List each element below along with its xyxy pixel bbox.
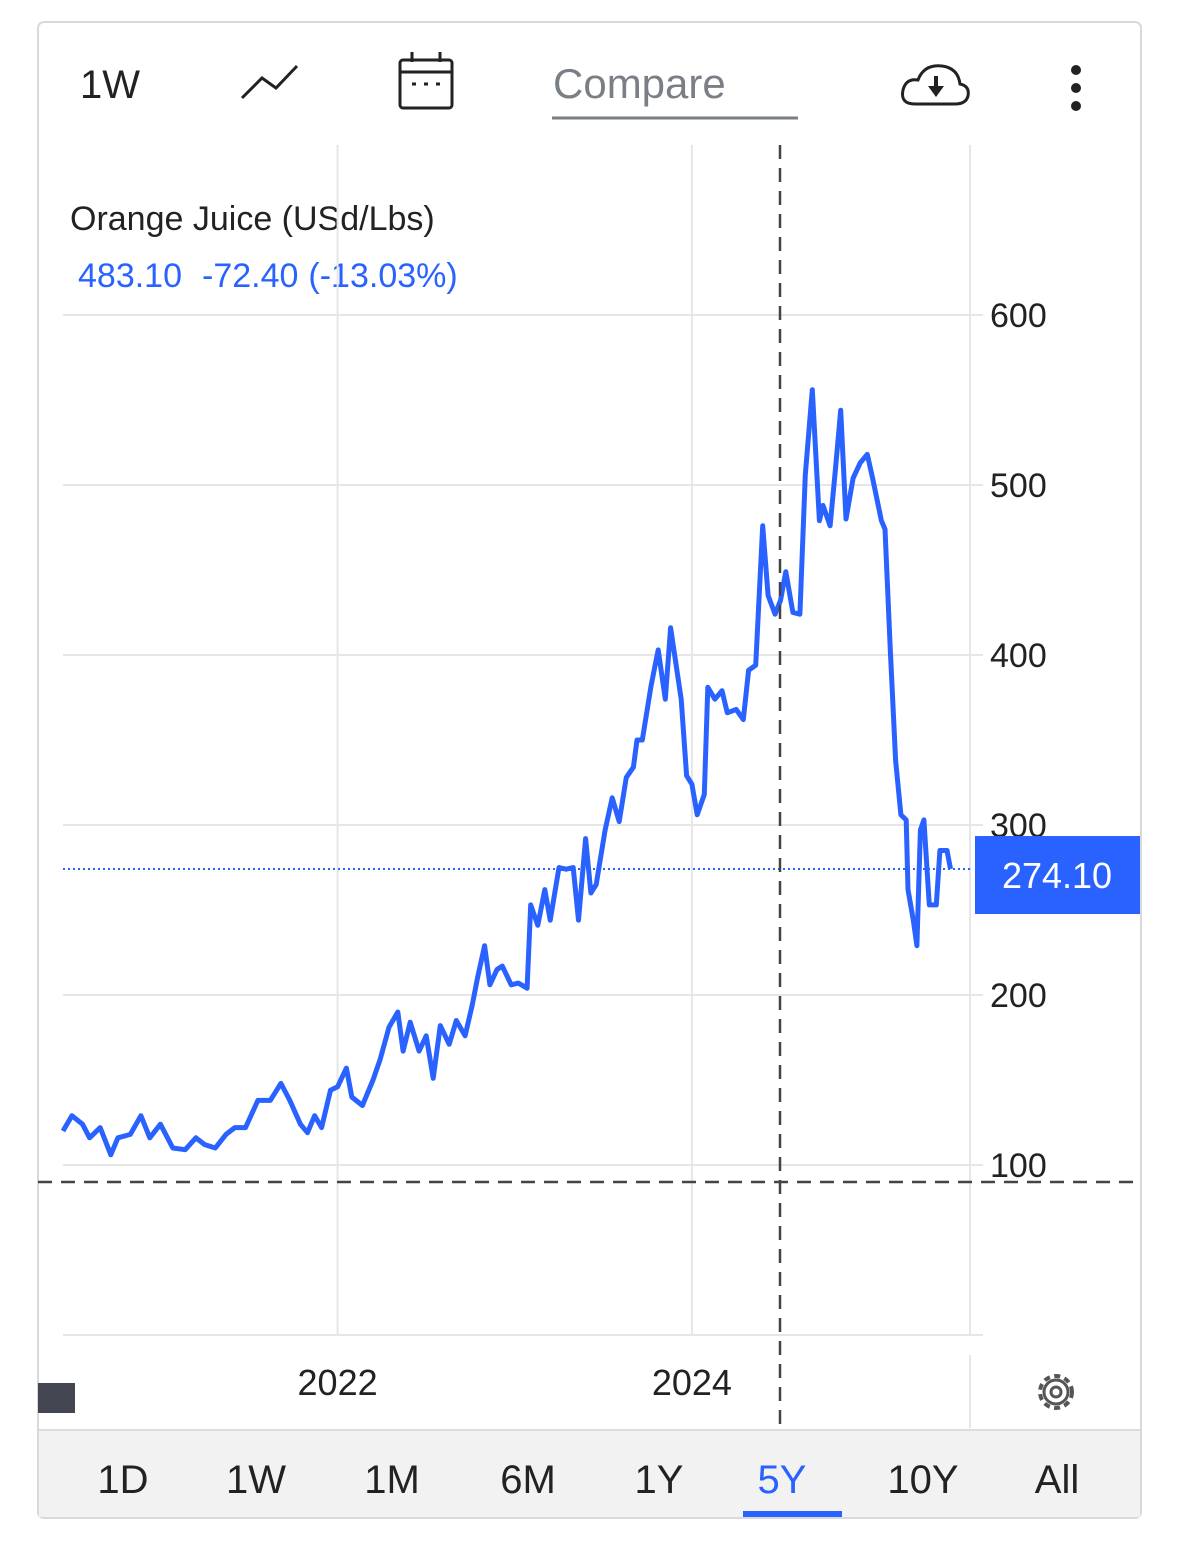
period-button[interactable]: 10Y (887, 1458, 958, 1502)
card (37, 21, 1142, 1519)
chart-title: Orange Juice (USd/Lbs) (70, 200, 435, 238)
calendar-icon[interactable] (398, 52, 454, 110)
quote: 483.10 -72.40 (-13.03%) (78, 257, 458, 295)
y-tick-label: 200 (990, 977, 1047, 1015)
y-tick-label: 100 (990, 1147, 1047, 1185)
period-button[interactable]: 1M (364, 1458, 420, 1502)
period-selected-underline (743, 1511, 842, 1517)
period-button[interactable]: 6M (500, 1458, 556, 1502)
quote-price: 483.10 (78, 257, 182, 295)
last-price-label: 274.10 (1002, 855, 1112, 896)
compare-input[interactable]: Compare (553, 60, 726, 107)
period-button[interactable]: 1D (97, 1458, 148, 1502)
period-buttons: 1D 1W 1M 6M 1Y 5Y 10Y All (97, 1458, 1079, 1517)
x-tick-label: 2022 (298, 1362, 378, 1403)
period-button[interactable]: 1W (226, 1458, 286, 1502)
last-price-box (975, 836, 1140, 915)
price-line (60, 387, 953, 1158)
interval-button[interactable]: 1W (80, 63, 140, 107)
y-tick-label: 400 (990, 637, 1047, 675)
quote-change: -72.40 (202, 257, 298, 295)
y-tick-label: 500 (990, 467, 1047, 505)
x-tick-label: 2024 (652, 1362, 732, 1403)
quote-change-percent: (-13.03%) (308, 257, 457, 295)
chart-type-icon[interactable] (240, 64, 299, 100)
settings-icon[interactable] (1038, 1374, 1074, 1410)
chart: Orange Juice (USd/Lbs) 483.10 -72.40 (-13.… (60, 145, 1140, 1428)
scroll-handle[interactable] (38, 1383, 75, 1413)
menu-icon[interactable] (1071, 65, 1081, 111)
period-button[interactable]: All (1035, 1458, 1079, 1502)
period-button[interactable]: 1Y (635, 1458, 684, 1502)
period-button[interactable]: 5Y (758, 1458, 807, 1502)
y-tick-label: 600 (990, 297, 1047, 335)
download-icon[interactable] (901, 64, 970, 106)
period-bar (39, 1430, 1140, 1517)
